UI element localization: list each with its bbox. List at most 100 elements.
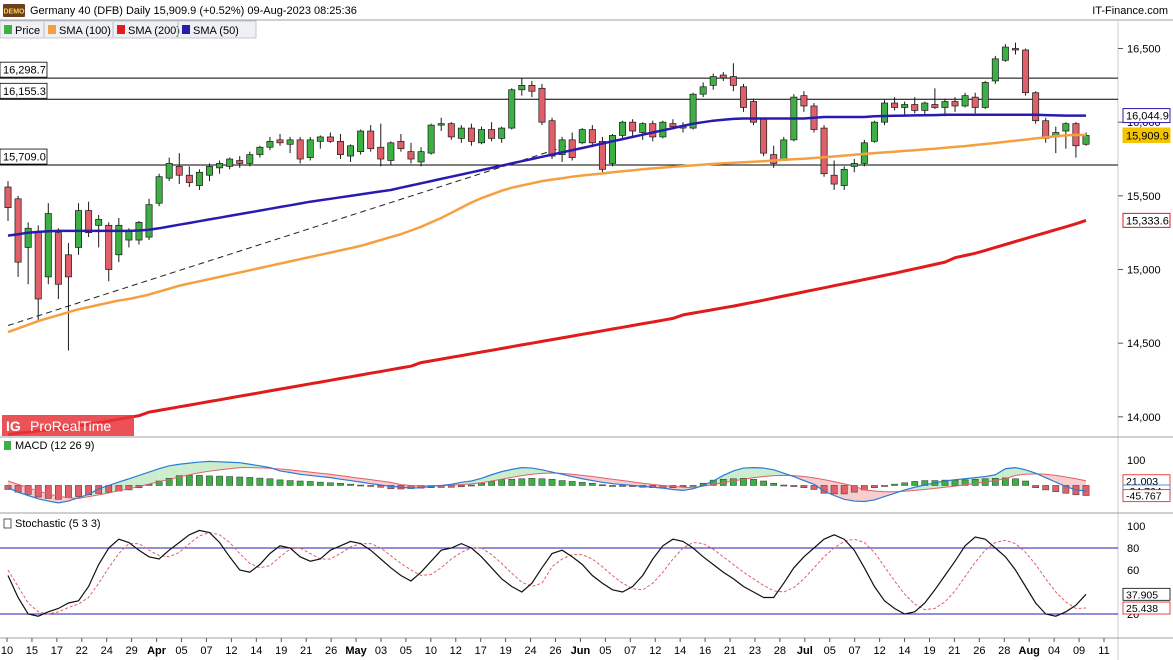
- macd-histogram-bar: [518, 478, 526, 486]
- macd-histogram-bar: [306, 481, 314, 486]
- x-tick-label: 26: [325, 645, 337, 657]
- candle-body: [165, 163, 173, 179]
- x-tick-label: 29: [126, 645, 138, 657]
- candle-body: [306, 139, 314, 158]
- candle-body: [971, 96, 979, 108]
- price-tag-label: 16,044.9: [1126, 111, 1169, 123]
- legend-box: [0, 20, 257, 39]
- x-tick-label: 22: [76, 645, 88, 657]
- stoch-tick-label: 100: [1127, 521, 1145, 533]
- candle-body: [941, 101, 949, 108]
- candle-body: [34, 232, 42, 300]
- candle-body: [709, 76, 717, 86]
- candle-body: [830, 174, 838, 185]
- macd-histogram-bar: [488, 481, 495, 486]
- candle-body: [629, 121, 637, 132]
- candle-body: [931, 104, 939, 108]
- macd-fill: [209, 461, 220, 472]
- macd-fill: [481, 474, 492, 483]
- level-label: 16,298.7: [3, 65, 46, 77]
- candle-body: [447, 123, 455, 138]
- dashed-trendline: [7, 143, 573, 326]
- macd-fill: [149, 468, 160, 485]
- candle-body: [14, 198, 22, 263]
- macd-histogram-bar: [548, 478, 556, 486]
- candle-body: [639, 123, 647, 133]
- level-label-box: [0, 61, 48, 78]
- candle-body: [739, 86, 747, 108]
- macd-histogram-bar: [750, 478, 757, 486]
- legend-label: Price: [15, 25, 40, 37]
- macd-fill: [159, 465, 170, 482]
- candle-body: [185, 174, 193, 183]
- chart-title: Germany 40 (DFB) Daily 15,909.9 (+0.52%)…: [30, 5, 357, 17]
- svg-text:ProRealTime: ProRealTime: [30, 418, 111, 434]
- x-tick-label: 28: [774, 645, 786, 657]
- x-tick-label: May: [345, 645, 367, 657]
- macd-line: [7, 460, 1087, 504]
- candle-body: [719, 74, 727, 79]
- macd-histogram-bar: [216, 475, 223, 486]
- macd-histogram-bar: [568, 481, 576, 486]
- legend-label: SMA (100): [59, 25, 111, 37]
- x-tick-label: 14: [250, 645, 262, 657]
- candle-body: [387, 142, 395, 161]
- candle-body: [538, 87, 546, 123]
- macd-histogram-bar: [367, 485, 375, 487]
- candle-body: [1001, 46, 1009, 61]
- macd-histogram-bar: [276, 479, 284, 486]
- macd-histogram-bar: [155, 480, 163, 486]
- candle-body: [488, 129, 496, 139]
- candle-body: [800, 95, 808, 107]
- macd-fill: [199, 461, 210, 473]
- macd-fill: [874, 491, 885, 500]
- macd-histogram-bar: [790, 485, 798, 487]
- macd-histogram-bar: [881, 485, 888, 487]
- trendline: [7, 143, 573, 326]
- candle-body: [1032, 92, 1040, 122]
- macd-histogram-bar: [891, 483, 898, 486]
- macd-histogram-bar: [165, 478, 173, 486]
- macd-fill: [229, 462, 240, 469]
- x-tick-label: 16: [699, 645, 711, 657]
- candle-body: [54, 232, 62, 285]
- macd-histogram-bar: [558, 480, 566, 486]
- candle-body: [64, 254, 72, 278]
- candle-body: [548, 120, 556, 157]
- macd-histogram-bar: [457, 485, 465, 488]
- macd-histogram-bar: [337, 482, 344, 486]
- x-tick-label: 10: [425, 645, 437, 657]
- macd-histogram-bar: [1062, 485, 1070, 494]
- macd-histogram-bar: [871, 485, 878, 488]
- macd-histogram-bar: [196, 475, 203, 486]
- moving-averages: [7, 113, 1087, 436]
- candle-body: [316, 136, 324, 142]
- candle-body: [840, 168, 848, 186]
- macd-histogram-bar: [850, 485, 858, 493]
- x-tick-label: 05: [824, 645, 836, 657]
- candle-body: [558, 139, 566, 155]
- stoch-tag-label: 25.438: [1126, 603, 1158, 615]
- macd-histogram-bar: [588, 482, 596, 486]
- macd-histogram-bar: [971, 478, 979, 486]
- stoch-tag-label: 37.905: [1126, 589, 1158, 601]
- macd-tag-label: -45.767: [1126, 491, 1162, 503]
- stoch-tag-box: [1122, 601, 1171, 615]
- macd-fill: [803, 476, 814, 485]
- x-tick-label: 05: [400, 645, 412, 657]
- legend-swatch: [48, 25, 56, 34]
- svg-text:IG: IG: [6, 418, 21, 434]
- macd-histogram-bar: [296, 480, 304, 486]
- x-tick-label: 07: [200, 645, 212, 657]
- candle-body: [518, 85, 526, 91]
- candle-body: [699, 86, 707, 95]
- macd-fill: [219, 461, 230, 470]
- candle-body: [669, 123, 677, 127]
- price-tag-label: 15,333.6: [1126, 215, 1169, 227]
- candle-body: [961, 95, 969, 107]
- stoch-tick-label: 80: [1127, 543, 1139, 555]
- macd-histogram-bar: [357, 484, 364, 487]
- macd-histogram-bar: [478, 482, 485, 486]
- stoch-tag-box: [1122, 587, 1171, 601]
- macd-fill: [189, 462, 200, 475]
